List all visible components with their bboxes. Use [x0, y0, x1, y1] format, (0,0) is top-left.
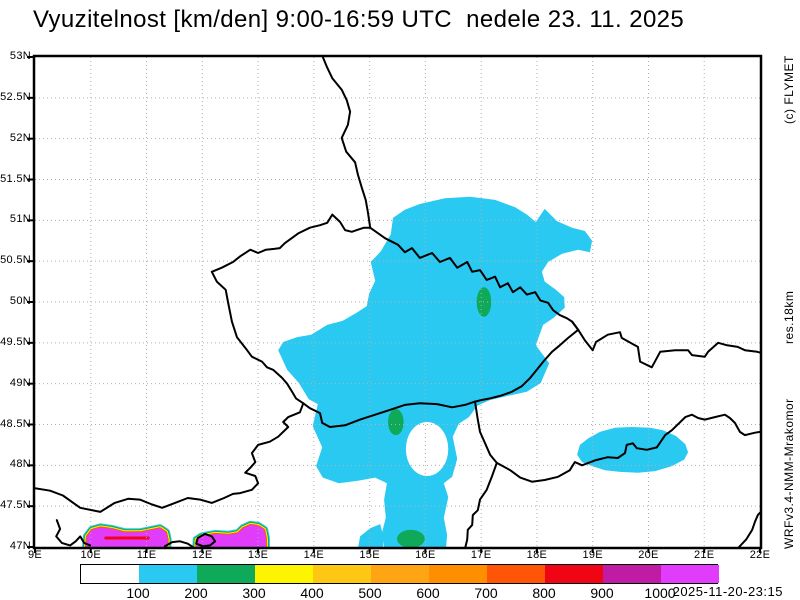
lon-label-22E: 22E [749, 549, 771, 561]
border-tyrol-loop [195, 532, 217, 547]
usability-100-200-styria-wedge [358, 524, 383, 547]
lat-label-50.5N: 50.5N [0, 254, 31, 267]
lon-label-21E: 21E [693, 549, 715, 561]
lon-label-19E: 19E [582, 549, 603, 561]
lat-label-51N: 51N [9, 213, 31, 226]
legend-label-200: 200 [184, 585, 208, 600]
lat-label-50N: 50N [9, 295, 31, 307]
copyright-text: (c) FLYMET [782, 55, 796, 124]
usability-100-200-main [278, 196, 593, 547]
border-germany-poland [321, 57, 372, 229]
lon-label-12E: 12E [192, 549, 213, 561]
legend-box-3 [255, 565, 313, 583]
legend-box-5 [371, 565, 429, 583]
border-austria-hungary [464, 400, 498, 547]
legend-label-400: 400 [300, 585, 324, 600]
lat-label-48N: 48N [9, 458, 31, 471]
lon-label-18E: 18E [526, 549, 548, 561]
resolution-text: res.18km [782, 290, 796, 344]
legend-box-0 [81, 565, 139, 583]
legend-box-10 [661, 565, 719, 583]
lon-label-13E: 13E [247, 549, 269, 561]
legend-box-4 [313, 565, 371, 583]
lon-label-17E: 17E [470, 549, 492, 561]
lon-label-20E: 20E [638, 549, 659, 561]
lat-label-52N: 52N [9, 131, 31, 144]
usability-100-200-hungary-east [577, 427, 689, 473]
border-slovakia-poland [571, 320, 760, 369]
lat-label-52.5N: 52.5N [0, 90, 31, 103]
lat-label-49.5N: 49.5N [0, 335, 31, 348]
lon-label-11E: 11E [136, 549, 157, 561]
lon-label-14E: 14E [303, 549, 325, 561]
map-geo-layer [35, 57, 760, 547]
lon-label-16E: 16E [415, 549, 436, 561]
border-inn-valley [163, 540, 194, 547]
legend-box-7 [487, 565, 545, 583]
lon-label-10E: 10E [80, 549, 101, 561]
model-name-text: WRFv3.4-NMM-Mrakomor [782, 398, 796, 549]
usability-200-300-styria [396, 529, 425, 547]
lon-label-9E: 9E [27, 549, 43, 561]
lat-label-53N: 53N [9, 50, 31, 62]
lat-label-47.5N: 47.5N [0, 499, 31, 512]
legend-label-900: 900 [590, 585, 614, 600]
lat-label-49N: 49N [9, 376, 31, 389]
legend-label-100: 100 [126, 585, 150, 600]
legend-label-600: 600 [416, 585, 440, 600]
border-southeast-corner [737, 511, 760, 547]
page-title: Vyuzitelnost [km/den] 9:00-16:59 UTC ned… [33, 6, 685, 33]
border-alpine-rhine [55, 519, 92, 547]
lon-label-15E: 15E [359, 549, 380, 561]
legend-label-800: 800 [532, 585, 556, 600]
legend-color-scale [80, 564, 719, 584]
clear-patch-lower-austria [405, 422, 449, 476]
lat-label-47N: 47N [9, 540, 31, 552]
legend-label-300: 300 [242, 585, 266, 600]
legend-label-500: 500 [358, 585, 382, 600]
border-slovakia-hungary [495, 413, 760, 483]
legend-box-6 [429, 565, 487, 583]
lat-label-48.5N: 48.5N [0, 417, 31, 430]
map-frame [32, 54, 763, 550]
border-germany-austria [35, 402, 305, 513]
usability-200-300-waldviertel [388, 408, 404, 436]
legend-box-9 [603, 565, 661, 583]
legend-label-1000: 1000 [644, 585, 676, 600]
legend-box-2 [197, 565, 255, 583]
run-timestamp: 2025-11-20-23:15 [672, 584, 783, 599]
legend-box-1 [139, 565, 197, 583]
legend-box-8 [545, 565, 603, 583]
legend-label-700: 700 [474, 585, 498, 600]
lat-label-51.5N: 51.5N [0, 172, 31, 185]
